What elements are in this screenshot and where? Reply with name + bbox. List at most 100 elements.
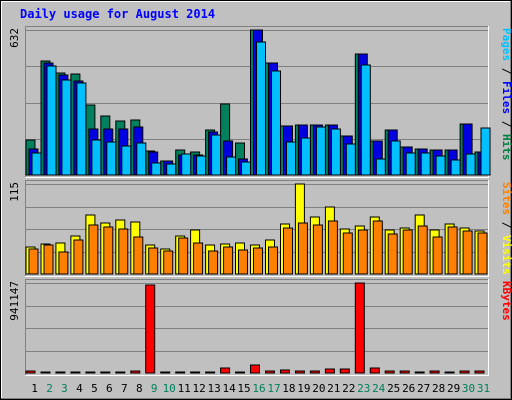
bar-sites-day-31 (477, 232, 488, 275)
bar-kbytes-day-25 (384, 370, 395, 374)
bar-sites-day-24 (372, 220, 383, 275)
x-tick-label: 11 (178, 382, 191, 395)
bar-kbytes-day-7 (115, 371, 126, 374)
bar-kbytes-day-14 (220, 367, 231, 374)
bar-kbytes-day-27 (414, 371, 425, 374)
bar-sites-day-19 (297, 222, 308, 275)
legend-entry: / (500, 215, 512, 235)
bar-kbytes-day-21 (324, 368, 335, 374)
bar-kbytes-day-26 (399, 370, 410, 374)
chart-title: Daily usage for August 2014 (20, 7, 215, 21)
bar-sites-day-29 (447, 226, 458, 275)
plot-background (25, 279, 489, 376)
bar-pages-day-15 (241, 161, 251, 176)
bar-kbytes-day-1 (25, 370, 36, 374)
bar-pages-day-24 (375, 158, 386, 176)
bar-pages-day-23 (360, 64, 371, 176)
bar-pages-day-27 (420, 152, 431, 176)
bar-sites-day-4 (73, 239, 84, 275)
bar-pages-day-8 (136, 142, 147, 176)
x-tick-label: 21 (327, 382, 340, 395)
x-tick-label: 5 (91, 382, 98, 395)
bar-pages-day-19 (300, 137, 311, 176)
bar-sites-day-30 (462, 230, 473, 275)
x-tick-label: 27 (417, 382, 430, 395)
x-tick-label: 14 (222, 382, 236, 395)
bar-kbytes-day-5 (85, 371, 96, 374)
bar-sites-day-7 (118, 228, 129, 275)
x-tick-label: 16 (252, 382, 265, 395)
bar-kbytes-day-3 (55, 371, 66, 374)
bar-kbytes-day-10 (160, 371, 171, 374)
bar-sites-day-8 (133, 236, 144, 275)
bar-kbytes-day-31 (474, 370, 485, 374)
x-tick-label: 9 (151, 382, 158, 395)
hits-panel: 632 Pages / Files / Hits (8, 26, 512, 178)
x-tick-label: 6 (106, 382, 113, 395)
bar-kbytes-day-24 (369, 367, 380, 374)
x-tick-label: 23 (357, 382, 370, 395)
x-tick-label: 30 (462, 382, 475, 395)
bar-pages-day-28 (435, 155, 446, 176)
x-tick-label: 22 (342, 382, 355, 395)
x-tick-label: 1 (31, 382, 38, 395)
bar-sites-day-6 (103, 226, 114, 275)
bar-sites-day-23 (357, 229, 368, 275)
bar-sites-day-3 (58, 251, 69, 275)
bar-sites-day-15 (238, 249, 248, 275)
bar-pages-day-16 (256, 41, 266, 176)
legend-entry: Files (500, 81, 512, 114)
bar-pages-day-1 (31, 152, 42, 176)
bar-pages-day-25 (390, 140, 401, 176)
bar-pages-day-17 (271, 70, 281, 176)
bar-sites-day-14 (223, 246, 234, 275)
visits-panel: 115 Sites / Visits (8, 180, 512, 277)
bar-kbytes-day-29 (444, 371, 455, 374)
bar-pages-day-30 (465, 153, 476, 176)
bar-kbytes-day-13 (205, 371, 216, 374)
bar-sites-day-12 (193, 242, 204, 275)
bar-sites-day-20 (312, 224, 323, 275)
legend: Sites / Visits (500, 182, 512, 275)
bar-sites-day-10 (163, 250, 174, 275)
x-tick-label: 20 (312, 382, 325, 395)
bar-pages-day-5 (91, 139, 102, 176)
bar-sites-day-22 (342, 232, 353, 275)
y-max-label: 115 (8, 182, 21, 202)
bar-pages-day-14 (226, 156, 237, 176)
bar-pages-day-29 (450, 159, 461, 176)
x-tick-label: 24 (372, 382, 386, 395)
bar-pages-day-13 (211, 134, 222, 176)
legend-entry: Pages (500, 28, 512, 61)
bar-kbytes-day-28 (429, 370, 440, 374)
bar-sites-day-25 (387, 233, 398, 275)
bar-pages-day-7 (121, 145, 132, 176)
bar-pages-day-10 (166, 163, 177, 176)
legend-entry: Visits (500, 235, 512, 275)
bar-sites-day-1 (28, 248, 39, 275)
bar-kbytes-day-15 (235, 371, 245, 374)
legend-entry: Hits (500, 134, 512, 161)
bar-kbytes-day-12 (190, 371, 201, 374)
legend-entry: KBytes (500, 281, 512, 321)
bar-kbytes-day-22 (339, 368, 350, 374)
bar-sites-day-9 (148, 247, 159, 275)
bar-sites-day-27 (417, 225, 428, 275)
series-pages (31, 41, 491, 176)
series-kbytes (25, 282, 485, 374)
x-tick-label: 12 (192, 382, 205, 395)
bar-sites-day-21 (327, 220, 338, 275)
bar-kbytes-day-11 (175, 371, 186, 374)
bar-kbytes-day-20 (309, 370, 320, 374)
x-tick-label: 29 (447, 382, 460, 395)
legend: KBytes (500, 281, 512, 321)
x-tick-label: 13 (207, 382, 220, 395)
bar-sites-day-16 (253, 247, 263, 275)
bar-pages-day-31 (480, 127, 491, 176)
bar-sites-day-18 (283, 227, 293, 275)
legend: Pages / Files / Hits (500, 28, 512, 161)
x-tick-label: 28 (432, 382, 445, 395)
legend-entry: Sites (500, 182, 512, 215)
bar-kbytes-day-6 (100, 371, 111, 374)
bar-kbytes-day-18 (280, 369, 290, 374)
